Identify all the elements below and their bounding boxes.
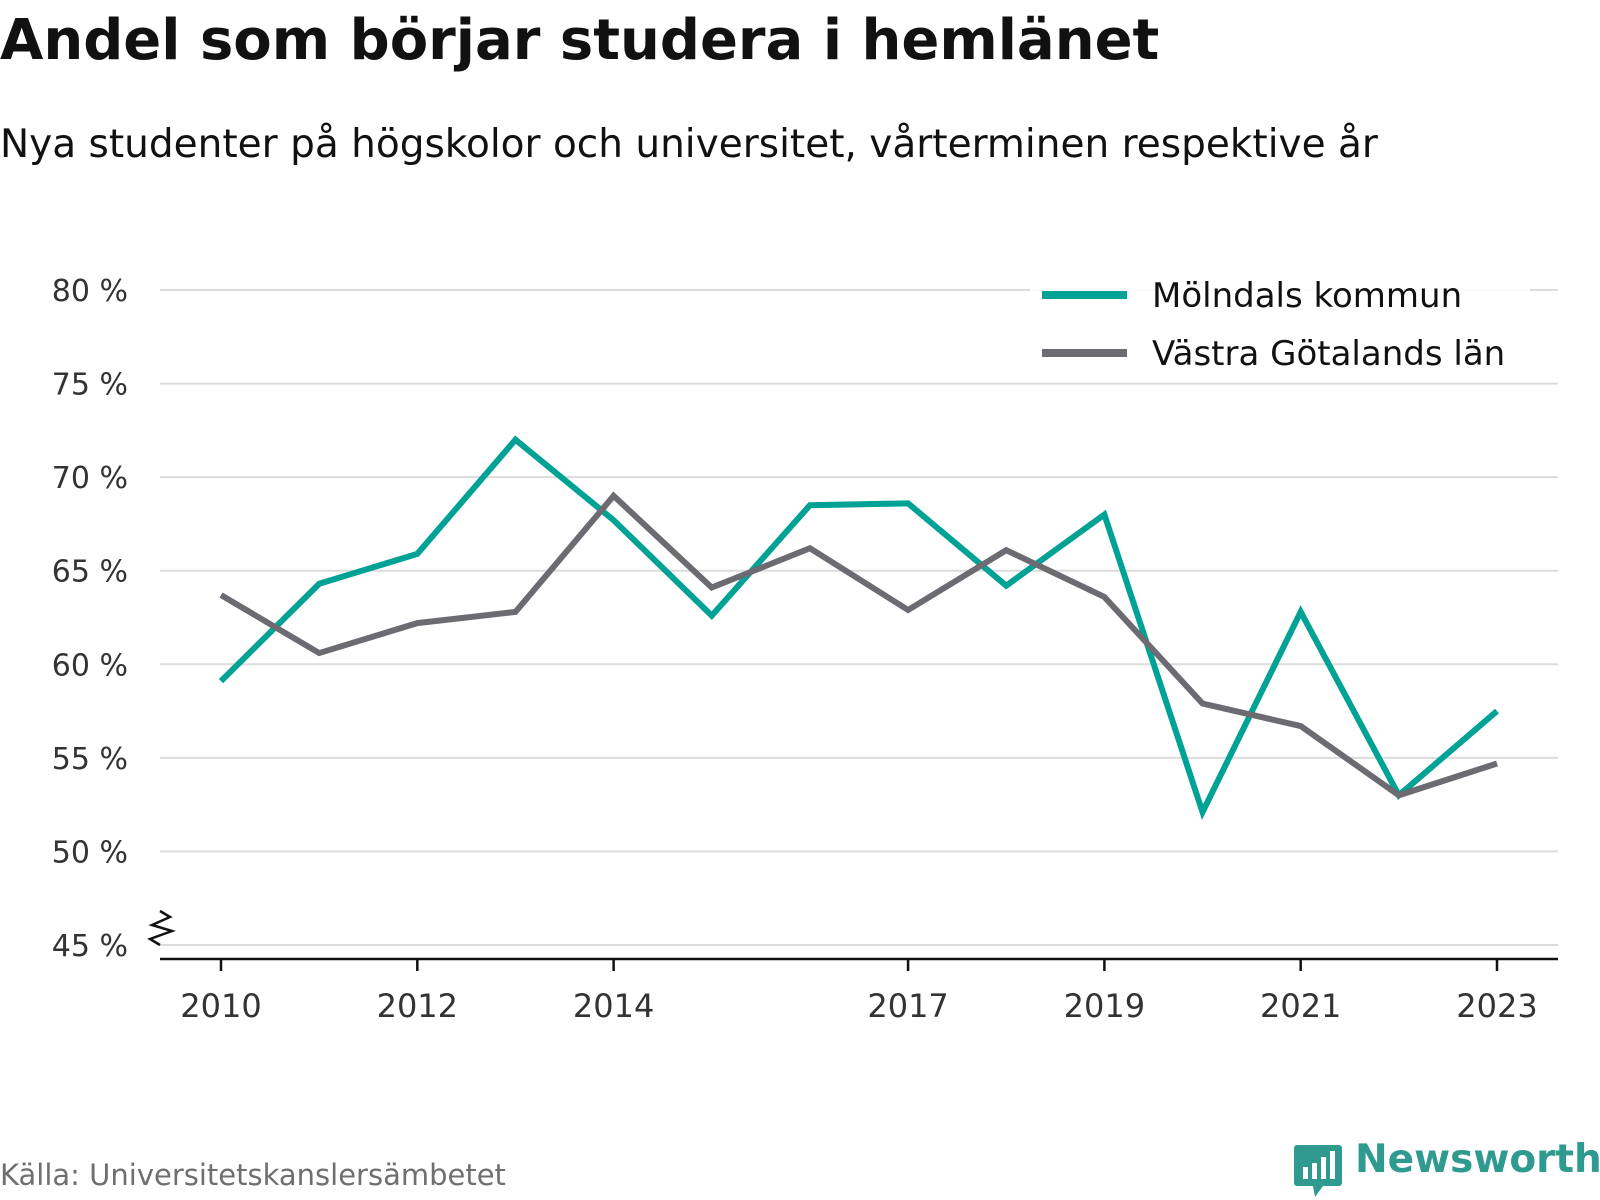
axis-break-mark <box>147 909 176 947</box>
x-tick-label: 2010 <box>180 987 261 1025</box>
newsworthy-logo-icon <box>1294 1145 1342 1197</box>
y-tick-label: 60 % <box>52 648 128 683</box>
chart-title: Andel som börjar studera i hemlänet <box>0 8 1160 73</box>
series-line-vastra-gotaland <box>219 491 1498 799</box>
x-tick-label: 2019 <box>1064 987 1145 1025</box>
x-tick-label: 2021 <box>1260 987 1341 1025</box>
series-lines <box>218 435 1499 821</box>
source-note: Källa: Universitetskanslersämbetet <box>0 1158 506 1192</box>
legend-label: Mölndals kommun <box>1152 276 1462 316</box>
y-tick-label: 75 % <box>52 368 128 403</box>
y-tick-label: 70 % <box>52 461 128 496</box>
y-tick-label: 50 % <box>52 835 128 870</box>
axes: 45 % 50 % 55 % 60 % 65 % 70 % 75 % 80 % 2010 2012… <box>52 274 1558 1025</box>
x-tick-label: 2017 <box>867 987 948 1025</box>
x-tick-label: 2012 <box>377 987 458 1025</box>
y-tick-label: 45 % <box>52 929 128 964</box>
legend-background <box>1030 270 1530 382</box>
x-tick-label: 2023 <box>1456 987 1537 1025</box>
legend: Mölndals kommun Västra Götalands län <box>1030 270 1530 382</box>
series-line-molndal <box>218 435 1499 821</box>
x-tick-label: 2014 <box>573 987 654 1025</box>
brand-name: Newsworthy <box>1355 1137 1600 1182</box>
y-tick-label: 65 % <box>52 555 128 590</box>
line-chart: 45 % 50 % 55 % 60 % 65 % 70 % 75 % 80 % 2010 2012… <box>51 270 1558 1025</box>
gridlines <box>160 289 1558 946</box>
y-tick-label: 80 % <box>52 274 128 309</box>
legend-label: Västra Götalands län <box>1152 334 1505 374</box>
y-tick-label: 55 % <box>52 742 128 777</box>
chart-subtitle: Nya studenter på högskolor och universit… <box>0 122 1378 167</box>
newsworthy-brand: Newsworthy <box>1293 1137 1600 1199</box>
